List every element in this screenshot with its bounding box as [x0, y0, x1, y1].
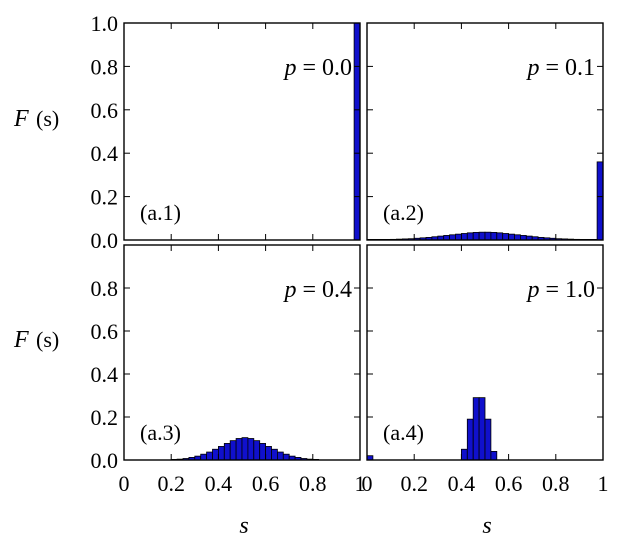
bar-panel-3-14 — [253, 440, 261, 461]
bar-panel-4-2 — [472, 397, 480, 461]
x-tick-label-4-0: 0 — [362, 471, 373, 496]
spike-bar-panel-1 — [353, 22, 361, 241]
bar-panel-2-23 — [502, 233, 510, 241]
y-axis-label-bottom-f: F — [13, 327, 29, 353]
bar-panel-2-16 — [460, 233, 468, 241]
bar-panel-4-5 — [490, 450, 498, 461]
x-tick-label-3-1: 0.2 — [157, 471, 185, 496]
bar-panel-3-10 — [229, 440, 237, 461]
bar-panel-3-16 — [265, 446, 272, 461]
panel-label-4: (a.4) — [383, 420, 424, 445]
bar-panel-2-18 — [472, 232, 480, 241]
x-tick-label-4-5: 1 — [598, 471, 609, 496]
bar-panel-3-5 — [200, 453, 207, 461]
annotation-panel-1: p = 0.0 — [282, 55, 352, 81]
bar-panel-2-15 — [455, 233, 462, 241]
x-tick-label-4-1: 0.2 — [400, 471, 428, 496]
bar-panel-2-17 — [466, 232, 474, 241]
y-tick-label-3-2: 0.4 — [91, 362, 119, 387]
y-axis-label-bottom: F (s) — [13, 327, 59, 353]
annotation-panel-4: p = 1.0 — [525, 277, 595, 303]
x-tick-label-3-3: 0.6 — [252, 471, 280, 496]
panel-frame-3 — [123, 244, 361, 461]
panel-label-3: (a.3) — [140, 420, 181, 445]
y-tick-label-1-4: 0.8 — [91, 54, 119, 79]
x-tick-label-4-4: 0.8 — [542, 471, 570, 496]
panel-frame-4 — [366, 244, 604, 461]
annotation-value: = 0.4 — [296, 277, 352, 303]
panel-frame-1 — [123, 22, 361, 241]
y-tick-label-1-1: 0.2 — [91, 185, 119, 210]
x-axis-label-right: s — [482, 513, 491, 539]
annotation-value: = 1.0 — [539, 277, 595, 303]
bar-panel-2-20 — [484, 231, 492, 241]
bar-panel-4-1 — [466, 418, 474, 461]
bar-panel-4-3 — [478, 397, 486, 461]
bar-panel-3-11 — [235, 438, 243, 461]
panel-3: 0.0 0.2 0.4 0.6 0.8 0 0.2 0.4 0.6 0.8 1 p = 0.4 (a.3… — [91, 244, 366, 496]
y-tick-label-3-0: 0.0 — [91, 448, 119, 473]
x-tick-label-3-4: 0.8 — [299, 471, 327, 496]
bar-panel-3-12 — [241, 437, 249, 461]
bar-panel-2-21 — [490, 232, 498, 241]
x-tick-label-3-0: 0 — [119, 471, 130, 496]
bar-panel-3-6 — [206, 451, 213, 461]
annotation-variable: p — [525, 55, 539, 81]
x-axis-label-left: s — [239, 513, 248, 539]
y-tick-label-3-1: 0.2 — [91, 405, 119, 430]
y-tick-label-1-5: 1.0 — [91, 11, 119, 36]
x-tick-label-4-3: 0.6 — [495, 471, 523, 496]
panel-label-1: (a.1) — [140, 200, 181, 225]
y-axis-label-top-arg: (s) — [36, 106, 59, 131]
y-tick-label-1-3: 0.6 — [91, 98, 119, 123]
bar-panel-3-19 — [282, 453, 290, 461]
bar-panel-3-18 — [276, 451, 284, 461]
bar-panel-4-4 — [484, 418, 492, 461]
annotation-variable: p — [525, 277, 539, 303]
panel-1: 0.0 0.2 0.4 0.6 0.8 1.0 p = 0.0 (a.1) — [91, 11, 361, 253]
annotation-panel-3: p = 0.4 — [282, 277, 352, 303]
y-tick-label-3-4: 0.8 — [91, 276, 119, 301]
bar-panel-2-24 — [508, 233, 515, 241]
annotation-value: = 0.1 — [539, 55, 595, 81]
bar-panel-3-7 — [212, 448, 219, 461]
annotation-variable: p — [282, 277, 296, 303]
spike-bar-panel-2 — [596, 161, 604, 241]
y-tick-label-3-3: 0.6 — [91, 319, 119, 344]
panels-group: 0.0 0.2 0.4 0.6 0.8 1.0 p = 0.0 (a.1) p = 0.1 (a.… — [91, 11, 609, 496]
bar-panel-2-22 — [496, 232, 504, 241]
bar-panel-2-14 — [449, 234, 456, 241]
y-tick-label-1-0: 0.0 — [91, 228, 119, 253]
bar-panel-3-17 — [271, 448, 278, 461]
panel-frame-2 — [366, 22, 604, 241]
bar-panel-4-0 — [460, 448, 468, 461]
bar-panel-3-9 — [223, 443, 231, 461]
panel-2: p = 0.1 (a.2) — [366, 22, 604, 241]
y-axis-label-top: F (s) — [13, 106, 59, 132]
panel-4: 0 0.2 0.4 0.6 0.8 1 p = 1.0 (a.4) — [362, 244, 609, 496]
bar-panel-2-25 — [514, 234, 521, 241]
annotation-panel-2: p = 0.1 — [525, 55, 595, 81]
x-tick-label-3-5: 1 — [355, 471, 366, 496]
y-tick-label-1-2: 0.4 — [91, 141, 119, 166]
bar-panel-3-13 — [247, 438, 255, 461]
x-tick-label-3-2: 0.4 — [205, 471, 233, 496]
y-axis-label-bottom-arg: (s) — [36, 327, 59, 352]
bar-panel-3-15 — [259, 443, 267, 461]
y-axis-label-top-f: F — [13, 106, 29, 132]
bar-panel-2-19 — [478, 231, 486, 241]
bar-panel-3-8 — [217, 446, 225, 461]
panel-label-2: (a.2) — [383, 200, 424, 225]
annotation-value: = 0.0 — [296, 55, 352, 81]
annotation-variable: p — [282, 55, 296, 81]
x-tick-label-4-2: 0.4 — [448, 471, 476, 496]
